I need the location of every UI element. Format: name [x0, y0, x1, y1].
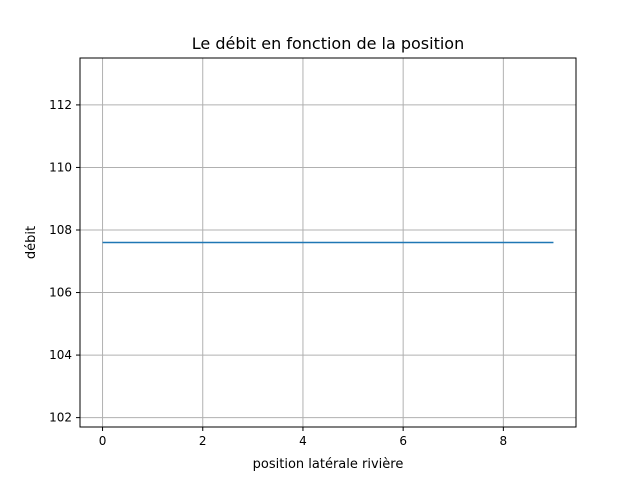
y-tick-label: 102 [49, 411, 72, 425]
y-tick-label: 112 [49, 98, 72, 112]
ticks: 0 2 4 6 8 102 104 106 108 110 112 [49, 98, 507, 448]
y-tick-label: 104 [49, 348, 72, 362]
x-tick-label: 4 [299, 434, 307, 448]
y-tick-label: 108 [49, 223, 72, 237]
plot-frame [79, 57, 577, 428]
x-tick-label: 2 [199, 434, 207, 448]
x-tick-label: 0 [99, 434, 107, 448]
y-tick-label: 106 [49, 286, 72, 300]
x-tick-label: 8 [500, 434, 508, 448]
y-tick-label: 110 [49, 160, 72, 174]
y-axis-label: débit [24, 226, 39, 259]
x-axis-label: position latérale rivière [253, 457, 404, 472]
x-tick-label: 6 [399, 434, 407, 448]
chart-title: Le débit en fonction de la position [192, 34, 464, 53]
